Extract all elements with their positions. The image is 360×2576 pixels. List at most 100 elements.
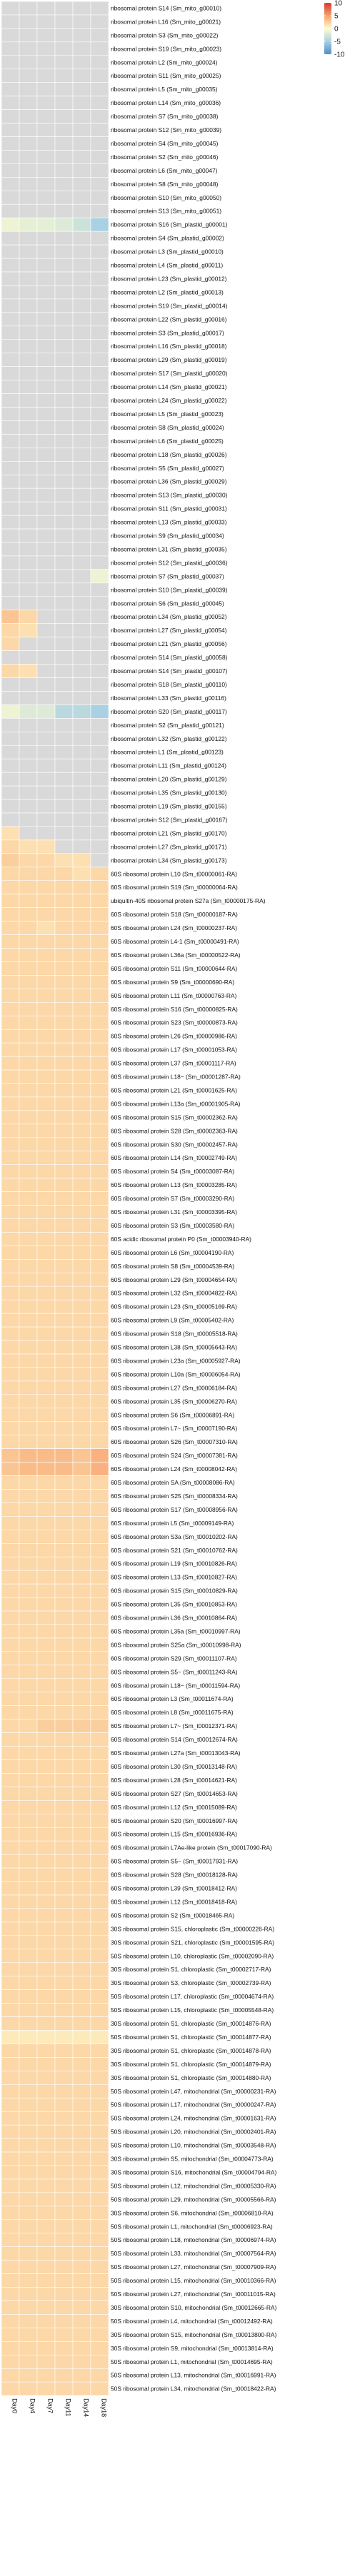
heatmap-cell <box>72 785 91 800</box>
heatmap-cell <box>90 677 109 692</box>
heatmap-cell <box>90 1218 109 1233</box>
heatmap-cell <box>1 298 20 313</box>
heatmap-cell <box>19 434 38 448</box>
heatmap-cell <box>90 2233 109 2248</box>
heatmap-cell <box>54 1949 74 1964</box>
heatmap-cell <box>72 1989 91 2004</box>
heatmap-cell <box>90 989 109 1003</box>
heatmap-cell <box>36 190 56 205</box>
heatmap-cell <box>54 732 74 746</box>
row-label: ribosomal protein L4 (Sm_plastid_g00011) <box>111 262 223 269</box>
heatmap-cell <box>72 637 91 651</box>
heatmap-cell <box>54 203 74 218</box>
heatmap-cell <box>19 271 38 286</box>
heatmap-cell <box>54 339 74 354</box>
heatmap-cell <box>36 2071 56 2085</box>
heatmap-cell <box>36 1246 56 1260</box>
heatmap-cell <box>54 488 74 502</box>
heatmap-cell <box>19 1867 38 1882</box>
heatmap-cell <box>54 1408 74 1423</box>
heatmap-cell <box>72 1705 91 1719</box>
heatmap-cell <box>90 1935 109 1950</box>
heatmap-cell <box>36 650 56 665</box>
heatmap-cell <box>36 867 56 882</box>
heatmap-cell <box>72 96 91 110</box>
heatmap-cell <box>90 1408 109 1423</box>
heatmap-cell <box>19 515 38 530</box>
heatmap-cell <box>19 2355 38 2369</box>
row-label: 50S ribosomal protein L29, mitochondrial… <box>111 2196 276 2203</box>
row-label: ribosomal protein L33 (Sm_plastid_g00116… <box>111 694 226 702</box>
heatmap-cell <box>90 610 109 625</box>
heatmap-cell <box>90 339 109 354</box>
heatmap-cell <box>72 2206 91 2221</box>
heatmap-cell <box>54 1151 74 1166</box>
heatmap-cell <box>54 312 74 327</box>
heatmap-cell <box>36 1800 56 1814</box>
heatmap-cell <box>90 582 109 597</box>
heatmap-cell <box>1 14 20 29</box>
heatmap-cell <box>90 732 109 746</box>
heatmap-cell <box>54 1502 74 1517</box>
heatmap-cell <box>90 1340 109 1355</box>
row-label: ribosomal protein L24 (Sm_plastid_g00022… <box>111 397 227 404</box>
heatmap-cell <box>90 1759 109 1774</box>
heatmap-cell <box>90 1800 109 1814</box>
heatmap-cell <box>90 1678 109 1693</box>
row-label: ribosomal protein S9 (Sm_plastid_g00034) <box>111 532 224 540</box>
heatmap-cell <box>90 1989 109 2004</box>
heatmap-cell <box>19 1326 38 1341</box>
heatmap-cell <box>54 1989 74 2004</box>
heatmap-cell <box>1 1273 20 1287</box>
heatmap-cell <box>72 2178 91 2193</box>
heatmap-cell <box>54 1178 74 1192</box>
heatmap-cell <box>36 163 56 178</box>
heatmap-cell <box>1 1475 20 1490</box>
row-label: 60S ribosomal protein L35a (Sm_t00010997… <box>111 1627 241 1635</box>
row-label: ribosomal protein L14 (Sm_plastid_g00021… <box>111 383 227 390</box>
heatmap-cell <box>72 1597 91 1612</box>
heatmap-cell <box>72 569 91 584</box>
heatmap-cell <box>1 1002 20 1016</box>
heatmap-cell <box>72 1096 91 1111</box>
heatmap-cell <box>54 1042 74 1057</box>
row-label: 60S ribosomal protein L32 (Sm_t00004822-… <box>111 1290 237 1297</box>
heatmap-cell <box>36 1313 56 1328</box>
heatmap-cell <box>36 1814 56 1828</box>
heatmap-cell <box>54 1583 74 1598</box>
heatmap-cell <box>72 2341 91 2355</box>
heatmap-cell <box>1 948 20 962</box>
heatmap-cell <box>1 704 20 719</box>
heatmap-cell <box>19 312 38 327</box>
heatmap-cell <box>54 1313 74 1328</box>
heatmap-cell <box>72 1502 91 1517</box>
heatmap-cell <box>36 69 56 84</box>
heatmap-cell <box>1 2151 20 2166</box>
heatmap-cell <box>72 1732 91 1747</box>
heatmap-cell <box>19 610 38 625</box>
heatmap-cell <box>36 2111 56 2126</box>
heatmap-cell <box>36 1299 56 1314</box>
heatmap-cell <box>72 434 91 448</box>
row-labels: ribosomal protein S14 (Sm_mito_g00010)ri… <box>111 4 277 2392</box>
heatmap-cell <box>1 1759 20 1774</box>
heatmap-cell <box>90 1570 109 1585</box>
heatmap-cell <box>90 772 109 787</box>
heatmap-cell <box>36 1719 56 1733</box>
heatmap-cell <box>72 894 91 908</box>
heatmap-cell <box>36 1759 56 1774</box>
heatmap-cell <box>54 474 74 489</box>
heatmap-cell <box>36 1705 56 1719</box>
heatmap-cell <box>1 1976 20 1990</box>
heatmap-cell <box>90 1881 109 1896</box>
heatmap-cell <box>19 2124 38 2139</box>
heatmap-cell <box>19 1205 38 1219</box>
row-label: 30S ribosomal protein S1, chloroplastic … <box>111 1966 271 1973</box>
heatmap-cell <box>1 650 20 665</box>
row-label: 60S ribosomal protein S26 (Sm_t00007310-… <box>111 1438 238 1445</box>
heatmap-cell <box>72 1610 91 1625</box>
heatmap-cell <box>36 488 56 502</box>
heatmap-cell <box>19 975 38 989</box>
heatmap-cell <box>90 1921 109 1936</box>
row-label: ribosomal protein L32 (Sm_plastid_g00122… <box>111 735 227 742</box>
